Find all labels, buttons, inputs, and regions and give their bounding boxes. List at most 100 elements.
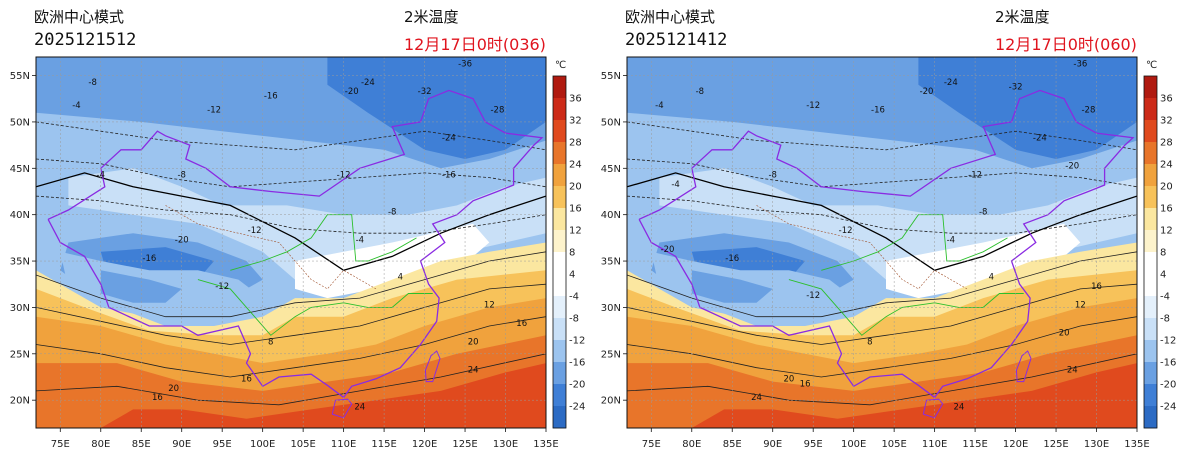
graticule [36,57,546,428]
contour-label: -24 [944,78,958,88]
contour-label: 20 [468,338,479,348]
contour-label: -8 [88,78,96,88]
contour-label: -8 [979,208,987,218]
hainan-border [331,398,353,419]
map-frame [626,56,1138,429]
colorbar-swatch [553,406,566,429]
colorbar-unit: ℃ [1146,60,1157,71]
colorbar-swatch [553,340,566,363]
graticule [627,57,1137,428]
contour-label: 12 [1075,300,1086,310]
colorbar-label: -20 [1160,380,1176,391]
contour-label: -16 [871,106,885,116]
colorbar-swatch [553,252,566,275]
y-tick-label: 35N [601,257,621,268]
contour-label: 24 [1067,365,1078,375]
colorbar-swatch [1144,208,1157,231]
colorbar-swatch [1144,120,1157,143]
x-tick-label: 80E [91,439,110,450]
colorbar-unit: ℃ [555,60,566,71]
valid-time: 12月17日0时(060) [995,35,1137,54]
map-frame [35,56,547,429]
contour-label: -16 [442,171,456,181]
x-tick-label: 125E [452,439,477,450]
contour-label: -8 [768,171,776,181]
colorbar-swatch [1144,164,1157,187]
x-tick-label: 115E [371,439,396,450]
y-tick-label: 40N [601,210,621,221]
colorbar-swatch [1144,252,1157,275]
contour-label: 4 [398,273,403,283]
contour-label: -32 [1009,82,1023,92]
contour-label: 8 [867,338,872,348]
contour-label: -4 [947,236,955,246]
x-tick-label: 120E [412,439,437,450]
contour-label: 24 [468,365,479,375]
colorbar-label: 28 [569,138,582,149]
contour-line [627,283,1137,345]
contour-label: -20 [175,236,189,246]
contour-label: -12 [207,106,221,116]
y-tick-label: 25N [601,349,621,360]
contour-label: -12 [248,226,262,236]
colorbar-swatch [553,142,566,165]
colorbar-label: 36 [1160,94,1173,105]
colorbar-label: -24 [1160,402,1176,413]
x-tick-label: 135E [1124,439,1149,450]
map-panel-left: 欧洲中心模式 2025121512 2米温度 12月17日0时(036) -36… [10,8,586,450]
field-coldest [918,57,1137,159]
contour-label: -12 [839,226,853,236]
contour-label: -28 [490,106,504,116]
colorbar-swatch [1144,362,1157,385]
field-hotter [100,363,546,428]
contour-label: -32 [418,87,432,97]
contour-label: -4 [72,101,80,111]
x-tick-label: 125E [1043,439,1068,450]
y-tick-label: 45N [601,164,621,175]
colorbar-swatch [553,186,566,209]
x-tick-label: 90E [763,439,782,450]
contour-line [36,121,546,151]
contour-label: -4 [356,236,364,246]
x-tick-label: 130E [493,439,518,450]
contour-line [627,251,1137,318]
colorbar-label: -8 [1160,314,1170,325]
yangtze-river [788,279,1024,336]
colorbar-swatch [1144,318,1157,341]
contour-label: -36 [458,59,472,69]
contour-line [36,158,546,188]
contour-label: -16 [264,92,278,102]
colorbar-label: 8 [569,248,575,259]
colorbar-swatch [553,120,566,143]
contour-label: -8 [388,208,396,218]
variable-name: 2米温度 [995,8,1050,26]
colorbar-swatch [1144,142,1157,165]
contour-label: -16 [725,254,739,264]
colorbar-swatch [553,318,566,341]
colorbar-swatch [553,164,566,187]
contour-label: -20 [345,87,359,97]
contour-label: -4 [655,101,663,111]
contour-line [36,353,546,406]
y-tick-label: 25N [10,349,30,360]
contour-label: -12 [806,101,820,111]
contour-label: 24 [751,393,762,403]
x-tick-label: 80E [682,439,701,450]
y-tick-label: 55N [10,71,30,82]
x-tick-label: 100E [250,439,275,450]
yellow-river [230,214,417,271]
colorbar-label: -20 [569,380,585,391]
contour-label: -16 [142,254,156,264]
contour-line [36,251,546,318]
contour-label: 20 [1059,328,1070,338]
colorbar-swatch [1144,76,1157,99]
colorbar-swatch [553,384,566,407]
colorbar-label: 12 [1160,226,1173,237]
x-tick-label: 75E [642,439,661,450]
valid-time: 12月17日0时(036) [404,35,546,54]
y-tick-label: 30N [10,303,30,314]
contour-label: -20 [1065,161,1079,171]
colorbar-label: 4 [569,270,575,281]
contour-label: -28 [1081,106,1095,116]
x-tick-label: 135E [533,439,558,450]
